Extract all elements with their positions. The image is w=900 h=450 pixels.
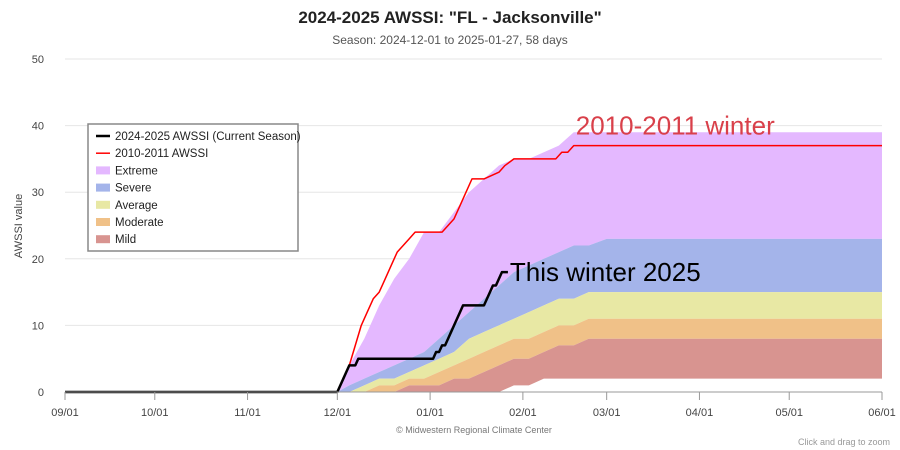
x-tick-label: 05/01 — [775, 407, 803, 419]
y-tick-label: 20 — [32, 254, 44, 266]
category-bands — [337, 132, 883, 392]
legend-label: Severe — [115, 183, 151, 195]
band-average — [337, 292, 883, 392]
band-mild — [337, 338, 883, 392]
y-axis-label: AWSSI value — [13, 194, 25, 258]
annotations: 2010-2011 winter This winter 2025 — [510, 110, 775, 287]
y-tick-label: 40 — [32, 121, 44, 133]
annotation-2010-2011-winter: 2010-2011 winter — [576, 110, 775, 140]
legend-label: Extreme — [115, 165, 158, 177]
band-extreme — [337, 132, 883, 392]
legend[interactable]: 2024-2025 AWSSI (Current Season) 2010-201… — [87, 123, 301, 252]
chart-title: 2024-2025 AWSSI: "FL - Jacksonville" — [298, 8, 601, 27]
x-tick-label: 02/01 — [509, 407, 537, 419]
legend-label: Moderate — [115, 217, 164, 229]
axes: 0 10 20 30 40 50 09/01 10/01 11/01 12/01 01/01 02/0… — [32, 54, 896, 419]
legend-swatch-extreme — [96, 166, 110, 175]
y-tick-label: 50 — [32, 54, 44, 66]
line-current-season — [65, 270, 508, 394]
line-2010-2011 — [65, 144, 882, 393]
x-tick-label: 06/01 — [868, 407, 896, 419]
x-tick-label: 04/01 — [686, 407, 714, 419]
x-tick-label: 10/01 — [141, 407, 169, 419]
y-tick-label: 30 — [32, 187, 44, 199]
x-tick-label: 12/01 — [324, 407, 352, 419]
band-moderate — [337, 318, 883, 392]
legend-label: Mild — [115, 234, 136, 246]
zoom-hint: Click and drag to zoom — [798, 437, 890, 447]
x-tick-label: 03/01 — [593, 407, 621, 419]
legend-label: 2024-2025 AWSSI (Current Season) — [115, 131, 301, 143]
legend-box — [87, 123, 299, 252]
legend-swatch-severe — [96, 183, 110, 192]
band-severe — [337, 238, 883, 392]
legend-swatch-mild — [96, 235, 110, 244]
legend-label: Average — [115, 200, 158, 212]
annotation-this-winter: This winter 2025 — [510, 257, 701, 287]
x-tick-label: 09/01 — [51, 407, 79, 419]
y-tick-label: 10 — [32, 320, 44, 332]
legend-label: 2010-2011 AWSSI — [115, 148, 208, 160]
chart-subtitle: Season: 2024-12-01 to 2025-01-27, 58 day… — [332, 33, 568, 47]
legend-swatch-moderate — [96, 218, 110, 226]
x-tick-label: 01/01 — [416, 407, 444, 419]
credit-text[interactable]: © Midwestern Regional Climate Center — [396, 425, 552, 435]
legend-swatch-average — [96, 200, 110, 209]
x-tick-label: 11/01 — [234, 407, 261, 419]
y-tick-label: 0 — [38, 387, 44, 399]
series-lines — [65, 144, 882, 394]
